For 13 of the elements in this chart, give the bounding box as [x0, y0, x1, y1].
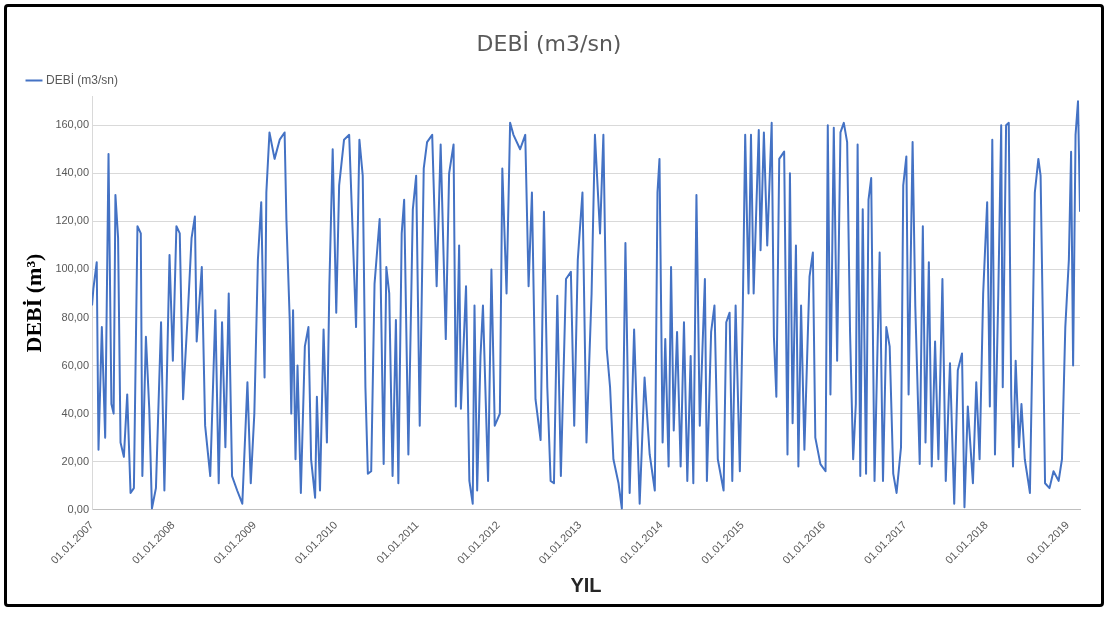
- y-tick-label: 140,00: [55, 166, 90, 179]
- chart-title: DEBİ (m3/sn): [476, 30, 622, 56]
- legend-label: DEBİ (m3/sn): [46, 72, 119, 87]
- y-tick-label: 100,00: [55, 262, 90, 275]
- y-tick-label: 80,00: [61, 310, 90, 323]
- y-tick-label: 60,00: [61, 358, 90, 371]
- y-tick-label: 120,00: [55, 214, 90, 227]
- y-tick-label: 0,00: [67, 502, 90, 515]
- x-axis-title: YIL: [570, 573, 602, 596]
- y-tick-label: 20,00: [61, 454, 90, 467]
- y-tick-label: 40,00: [61, 406, 90, 419]
- y-tick-label: 160,00: [55, 118, 90, 131]
- y-axis-title: DEBİ (m³): [20, 253, 46, 353]
